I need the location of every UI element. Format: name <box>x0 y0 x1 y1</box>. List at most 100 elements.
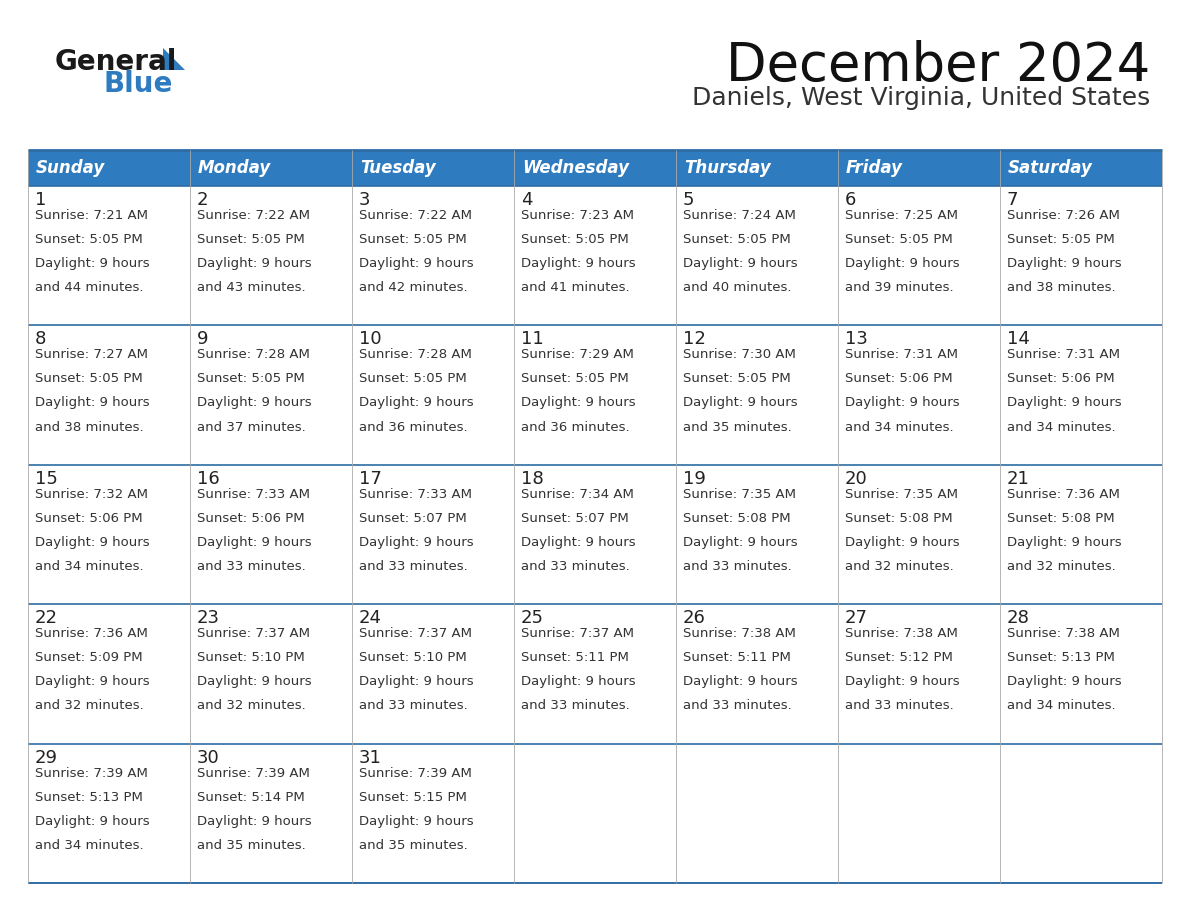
Text: Sunrise: 7:38 AM: Sunrise: 7:38 AM <box>845 627 958 640</box>
Text: and 33 minutes.: and 33 minutes. <box>359 560 468 573</box>
Text: Daylight: 9 hours: Daylight: 9 hours <box>522 536 636 549</box>
Text: Wednesday: Wednesday <box>522 159 628 177</box>
Text: and 36 minutes.: and 36 minutes. <box>359 420 468 433</box>
Text: and 44 minutes.: and 44 minutes. <box>34 281 144 294</box>
Text: Sunset: 5:14 PM: Sunset: 5:14 PM <box>197 790 305 803</box>
Text: Sunset: 5:05 PM: Sunset: 5:05 PM <box>359 233 467 246</box>
Bar <box>352 604 514 744</box>
Text: Sunrise: 7:36 AM: Sunrise: 7:36 AM <box>34 627 147 640</box>
Text: Sunset: 5:05 PM: Sunset: 5:05 PM <box>683 373 791 386</box>
Bar <box>190 150 352 186</box>
Text: 24: 24 <box>359 610 383 627</box>
Text: Sunrise: 7:34 AM: Sunrise: 7:34 AM <box>522 487 634 501</box>
Bar <box>1000 186 1162 325</box>
Text: Daylight: 9 hours: Daylight: 9 hours <box>1007 397 1121 409</box>
Bar <box>1000 325 1162 465</box>
Text: Sunset: 5:15 PM: Sunset: 5:15 PM <box>359 790 467 803</box>
Text: Daylight: 9 hours: Daylight: 9 hours <box>683 676 797 688</box>
Text: Daylight: 9 hours: Daylight: 9 hours <box>359 397 474 409</box>
Text: Sunrise: 7:31 AM: Sunrise: 7:31 AM <box>845 349 958 362</box>
Text: Monday: Monday <box>198 159 271 177</box>
Text: Daylight: 9 hours: Daylight: 9 hours <box>197 257 311 270</box>
Text: Daylight: 9 hours: Daylight: 9 hours <box>683 397 797 409</box>
Text: 30: 30 <box>197 748 220 767</box>
Text: Daylight: 9 hours: Daylight: 9 hours <box>683 257 797 270</box>
Text: Sunset: 5:06 PM: Sunset: 5:06 PM <box>34 512 143 525</box>
Text: Daylight: 9 hours: Daylight: 9 hours <box>1007 676 1121 688</box>
Text: 18: 18 <box>522 470 544 487</box>
Text: Daylight: 9 hours: Daylight: 9 hours <box>522 397 636 409</box>
Bar <box>352 465 514 604</box>
Text: 14: 14 <box>1007 330 1030 349</box>
Text: Sunrise: 7:37 AM: Sunrise: 7:37 AM <box>522 627 634 640</box>
Text: and 38 minutes.: and 38 minutes. <box>1007 281 1116 294</box>
Text: Daylight: 9 hours: Daylight: 9 hours <box>197 397 311 409</box>
Text: Sunset: 5:10 PM: Sunset: 5:10 PM <box>359 651 467 665</box>
Bar <box>838 325 1000 465</box>
Bar <box>676 465 838 604</box>
Bar <box>676 150 838 186</box>
Text: and 34 minutes.: and 34 minutes. <box>34 560 144 573</box>
Text: Daylight: 9 hours: Daylight: 9 hours <box>359 536 474 549</box>
Text: and 34 minutes.: and 34 minutes. <box>1007 420 1116 433</box>
Bar <box>352 325 514 465</box>
Text: Sunset: 5:07 PM: Sunset: 5:07 PM <box>522 512 628 525</box>
Text: and 38 minutes.: and 38 minutes. <box>34 420 144 433</box>
Text: Sunrise: 7:29 AM: Sunrise: 7:29 AM <box>522 349 634 362</box>
Text: Sunset: 5:13 PM: Sunset: 5:13 PM <box>34 790 143 803</box>
Bar <box>352 186 514 325</box>
Text: Sunset: 5:05 PM: Sunset: 5:05 PM <box>683 233 791 246</box>
Text: Daylight: 9 hours: Daylight: 9 hours <box>34 676 150 688</box>
Bar <box>514 604 676 744</box>
Text: and 35 minutes.: and 35 minutes. <box>197 839 305 852</box>
Bar <box>676 325 838 465</box>
Text: Daylight: 9 hours: Daylight: 9 hours <box>1007 536 1121 549</box>
Text: Daylight: 9 hours: Daylight: 9 hours <box>1007 257 1121 270</box>
Bar <box>29 325 190 465</box>
Bar <box>676 186 838 325</box>
Text: and 33 minutes.: and 33 minutes. <box>683 700 791 712</box>
Text: and 34 minutes.: and 34 minutes. <box>34 839 144 852</box>
Text: Sunset: 5:05 PM: Sunset: 5:05 PM <box>845 233 953 246</box>
Text: Sunrise: 7:22 AM: Sunrise: 7:22 AM <box>359 209 472 222</box>
Text: Sunset: 5:12 PM: Sunset: 5:12 PM <box>845 651 953 665</box>
Text: Thursday: Thursday <box>684 159 771 177</box>
Bar <box>514 325 676 465</box>
Text: and 40 minutes.: and 40 minutes. <box>683 281 791 294</box>
Text: Sunrise: 7:22 AM: Sunrise: 7:22 AM <box>197 209 310 222</box>
Bar <box>838 465 1000 604</box>
Bar <box>838 604 1000 744</box>
Text: Daylight: 9 hours: Daylight: 9 hours <box>197 814 311 828</box>
Text: Sunset: 5:05 PM: Sunset: 5:05 PM <box>522 233 628 246</box>
Text: Sunrise: 7:28 AM: Sunrise: 7:28 AM <box>359 349 472 362</box>
Text: Sunset: 5:06 PM: Sunset: 5:06 PM <box>197 512 304 525</box>
Bar <box>29 744 190 883</box>
Text: Daylight: 9 hours: Daylight: 9 hours <box>359 814 474 828</box>
Bar <box>514 744 676 883</box>
Text: Daylight: 9 hours: Daylight: 9 hours <box>34 814 150 828</box>
Text: Sunrise: 7:31 AM: Sunrise: 7:31 AM <box>1007 349 1120 362</box>
Text: and 43 minutes.: and 43 minutes. <box>197 281 305 294</box>
Text: Tuesday: Tuesday <box>360 159 436 177</box>
Text: Sunrise: 7:38 AM: Sunrise: 7:38 AM <box>1007 627 1120 640</box>
Text: and 33 minutes.: and 33 minutes. <box>683 560 791 573</box>
Text: 28: 28 <box>1007 610 1030 627</box>
Text: Sunrise: 7:35 AM: Sunrise: 7:35 AM <box>683 487 796 501</box>
Text: and 34 minutes.: and 34 minutes. <box>1007 700 1116 712</box>
Bar <box>190 325 352 465</box>
Text: 11: 11 <box>522 330 544 349</box>
Text: and 36 minutes.: and 36 minutes. <box>522 420 630 433</box>
Bar <box>190 186 352 325</box>
Text: 29: 29 <box>34 748 58 767</box>
Text: Sunrise: 7:39 AM: Sunrise: 7:39 AM <box>359 767 472 779</box>
Bar <box>838 186 1000 325</box>
Bar <box>1000 604 1162 744</box>
Text: and 33 minutes.: and 33 minutes. <box>197 560 305 573</box>
Text: 5: 5 <box>683 191 695 209</box>
Bar <box>352 744 514 883</box>
Text: Sunrise: 7:32 AM: Sunrise: 7:32 AM <box>34 487 148 501</box>
Text: Daylight: 9 hours: Daylight: 9 hours <box>845 536 960 549</box>
Text: 7: 7 <box>1007 191 1018 209</box>
Text: 1: 1 <box>34 191 46 209</box>
Text: Daylight: 9 hours: Daylight: 9 hours <box>34 397 150 409</box>
